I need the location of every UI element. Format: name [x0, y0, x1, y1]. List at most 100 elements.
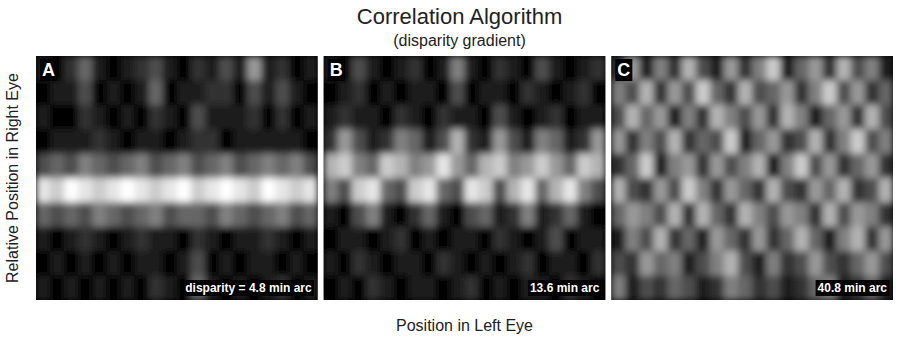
heatmap-cell: [261, 105, 276, 130]
heatmap-cell: [149, 276, 164, 300]
heatmap-cell: [837, 202, 852, 227]
heatmap-cell: [304, 154, 318, 179]
heatmap-cell: [625, 154, 640, 179]
heatmap-cell: [233, 178, 248, 203]
heatmap-cell: [479, 251, 494, 276]
heatmap-cell: [577, 202, 592, 227]
x-axis-title: Position in Left Eye: [396, 317, 533, 334]
heatmap-cell: [823, 251, 838, 276]
heatmap-cell: [493, 80, 508, 105]
heatmap-cell: [465, 129, 480, 154]
heatmap-cell: [64, 80, 79, 105]
heatmap-cell: [837, 154, 852, 179]
heatmap-cell: [625, 178, 640, 203]
heatmap-cell: [823, 227, 838, 252]
heatmap-cell: [640, 56, 655, 81]
heatmap-cell: [738, 227, 753, 252]
heatmap-cell: [577, 227, 592, 252]
heatmap-cell: [851, 105, 866, 130]
heatmap-cell: [135, 105, 150, 130]
heatmap-cell: [682, 178, 697, 203]
heatmap-cell: [710, 178, 725, 203]
heatmap-cell: [766, 227, 781, 252]
heatmap-cell: [865, 154, 880, 179]
heatmap-cell: [436, 154, 451, 179]
heatmap-cell: [752, 129, 767, 154]
heatmap-cell: [233, 80, 248, 105]
heatmap-cell: [654, 129, 669, 154]
heatmap-cell: [696, 202, 711, 227]
heatmap-cell: [121, 154, 136, 179]
heatmap-cell: [219, 227, 234, 252]
heatmap-cell: [64, 178, 79, 203]
heatmap-cell: [261, 251, 276, 276]
heatmap-cell: [879, 227, 893, 252]
heatmap-cell: [450, 129, 465, 154]
heatmap-cell: [710, 56, 725, 81]
heatmap-cell: [668, 227, 683, 252]
heatmap-cell: [78, 276, 93, 300]
heatmap-cell: [577, 105, 592, 130]
heatmap-cell: [766, 56, 781, 81]
heatmap-cell: [163, 129, 178, 154]
heatmap-cell: [465, 251, 480, 276]
heatmap-cell: [408, 154, 423, 179]
heatmap-cell: [36, 276, 51, 300]
heatmap-cell: [696, 56, 711, 81]
heatmap-cell: [535, 154, 550, 179]
heatmap-cell: [36, 105, 51, 130]
heatmap-cell: [710, 202, 725, 227]
heatmap-cell: [724, 105, 739, 130]
heatmap-cell: [191, 251, 206, 276]
heatmap-cell: [324, 276, 339, 300]
heatmap-cell: [92, 202, 107, 227]
heatmap-cell: [219, 251, 234, 276]
title: Correlation Algorithm: [357, 4, 562, 29]
heatmap-cell: [304, 251, 318, 276]
heatmap-cell: [78, 154, 93, 179]
heatmap-cell: [290, 105, 305, 130]
label-patch: [40, 59, 57, 81]
annotation: 13.6 min arc: [530, 281, 600, 295]
plot-background: [36, 56, 318, 300]
heatmap-cell: [50, 251, 65, 276]
heatmap-cell: [275, 227, 290, 252]
heatmap-cell: [865, 129, 880, 154]
heatmap-cell: [422, 227, 437, 252]
heatmap-cell: [135, 154, 150, 179]
heatmap-cell: [135, 80, 150, 105]
heatmap-cell: [780, 129, 795, 154]
heatmap-cell: [394, 105, 409, 130]
heatmap-cell: [163, 154, 178, 179]
heatmap-cell: [879, 251, 893, 276]
heatmap-cell: [535, 105, 550, 130]
heatmap-cell: [625, 80, 640, 105]
heatmap-cell: [780, 178, 795, 203]
heatmap-cell: [352, 178, 367, 203]
label-patch: [328, 59, 345, 81]
heatmap-cell: [261, 178, 276, 203]
heatmap-cell: [163, 276, 178, 300]
heatmap-cell: [865, 202, 880, 227]
heatmap-cell: [338, 276, 353, 300]
heatmap-cell: [205, 178, 220, 203]
heatmap-cell: [752, 178, 767, 203]
heatmap-cell: [640, 129, 655, 154]
heatmap-cell: [50, 276, 65, 300]
heatmap-cell: [422, 276, 437, 300]
heatmap-cell: [324, 154, 339, 179]
heatmap-cell: [879, 202, 893, 227]
heatmap-cell: [233, 105, 248, 130]
heatmap-cell: [625, 202, 640, 227]
heatmap-cell: [837, 56, 852, 81]
heatmap-cell: [324, 80, 339, 105]
heatmap-cell: [549, 178, 564, 203]
heatmap-cell: [479, 276, 494, 300]
heatmap-cell: [121, 251, 136, 276]
heatmap-cell: [493, 129, 508, 154]
heatmap-cell: [450, 178, 465, 203]
heatmap-cell: [304, 227, 318, 252]
heatmap-cell: [366, 251, 381, 276]
heatmap-cell: [823, 105, 838, 130]
heatmap-cell: [149, 105, 164, 130]
